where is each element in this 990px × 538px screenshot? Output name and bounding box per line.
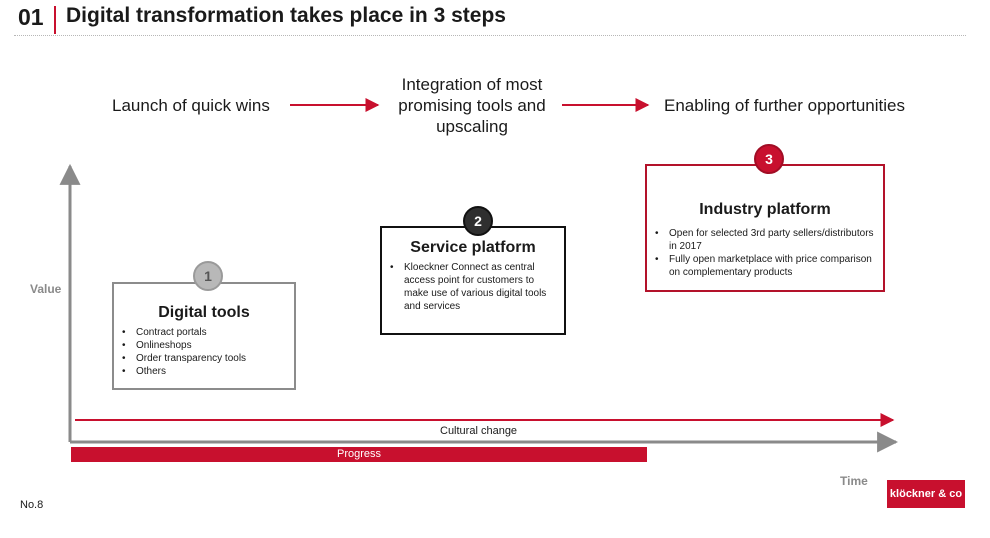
page-number: No.8	[20, 499, 44, 511]
list-item: Fully open marketplace with price compar…	[655, 253, 880, 279]
service-platform-box: Service platform Kloeckner Connect as ce…	[380, 226, 566, 335]
service-platform-list: Kloeckner Connect as central access poin…	[390, 261, 560, 313]
company-logo: klöckner & co	[887, 480, 965, 508]
industry-platform-list: Open for selected 3rd party sellers/dist…	[655, 227, 880, 279]
list-item: Others	[122, 365, 290, 378]
progress-label: Progress	[336, 448, 382, 460]
digital-tools-title: Digital tools	[158, 304, 250, 321]
industry-platform-title: Industry platform	[699, 201, 831, 218]
header-rule	[14, 35, 966, 36]
list-item: Onlineshops	[122, 339, 290, 352]
time-axis-label: Time	[840, 474, 868, 488]
progress-bar: Progress	[71, 447, 647, 462]
service-platform-title: Service platform	[410, 239, 536, 256]
section-number: 01	[18, 4, 44, 30]
list-item: Open for selected 3rd party sellers/dist…	[655, 227, 880, 253]
step-1-badge: 1	[193, 261, 223, 291]
industry-platform-box: Industry platform Open for selected 3rd …	[645, 164, 885, 292]
header-divider	[54, 6, 56, 34]
cultural-change-label: Cultural change	[440, 425, 518, 437]
list-item: Order transparency tools	[122, 352, 290, 365]
list-item: Kloeckner Connect as central access poin…	[390, 261, 560, 313]
step-2-badge: 2	[463, 206, 493, 236]
list-item: Contract portals	[122, 326, 290, 339]
step-label-enabling: Enabling of further opportunities	[664, 96, 905, 115]
step-3-badge: 3	[754, 144, 784, 174]
page-title: Digital transformation takes place in 3 …	[66, 4, 506, 27]
step-label-integration: Integration of most promising tools and …	[398, 75, 546, 136]
step-label-launch: Launch of quick wins	[112, 96, 270, 115]
digital-tools-box: Digital tools Contract portals Onlinesho…	[112, 282, 296, 390]
digital-tools-list: Contract portals Onlineshops Order trans…	[122, 326, 290, 378]
value-axis-label: Value	[30, 282, 62, 296]
